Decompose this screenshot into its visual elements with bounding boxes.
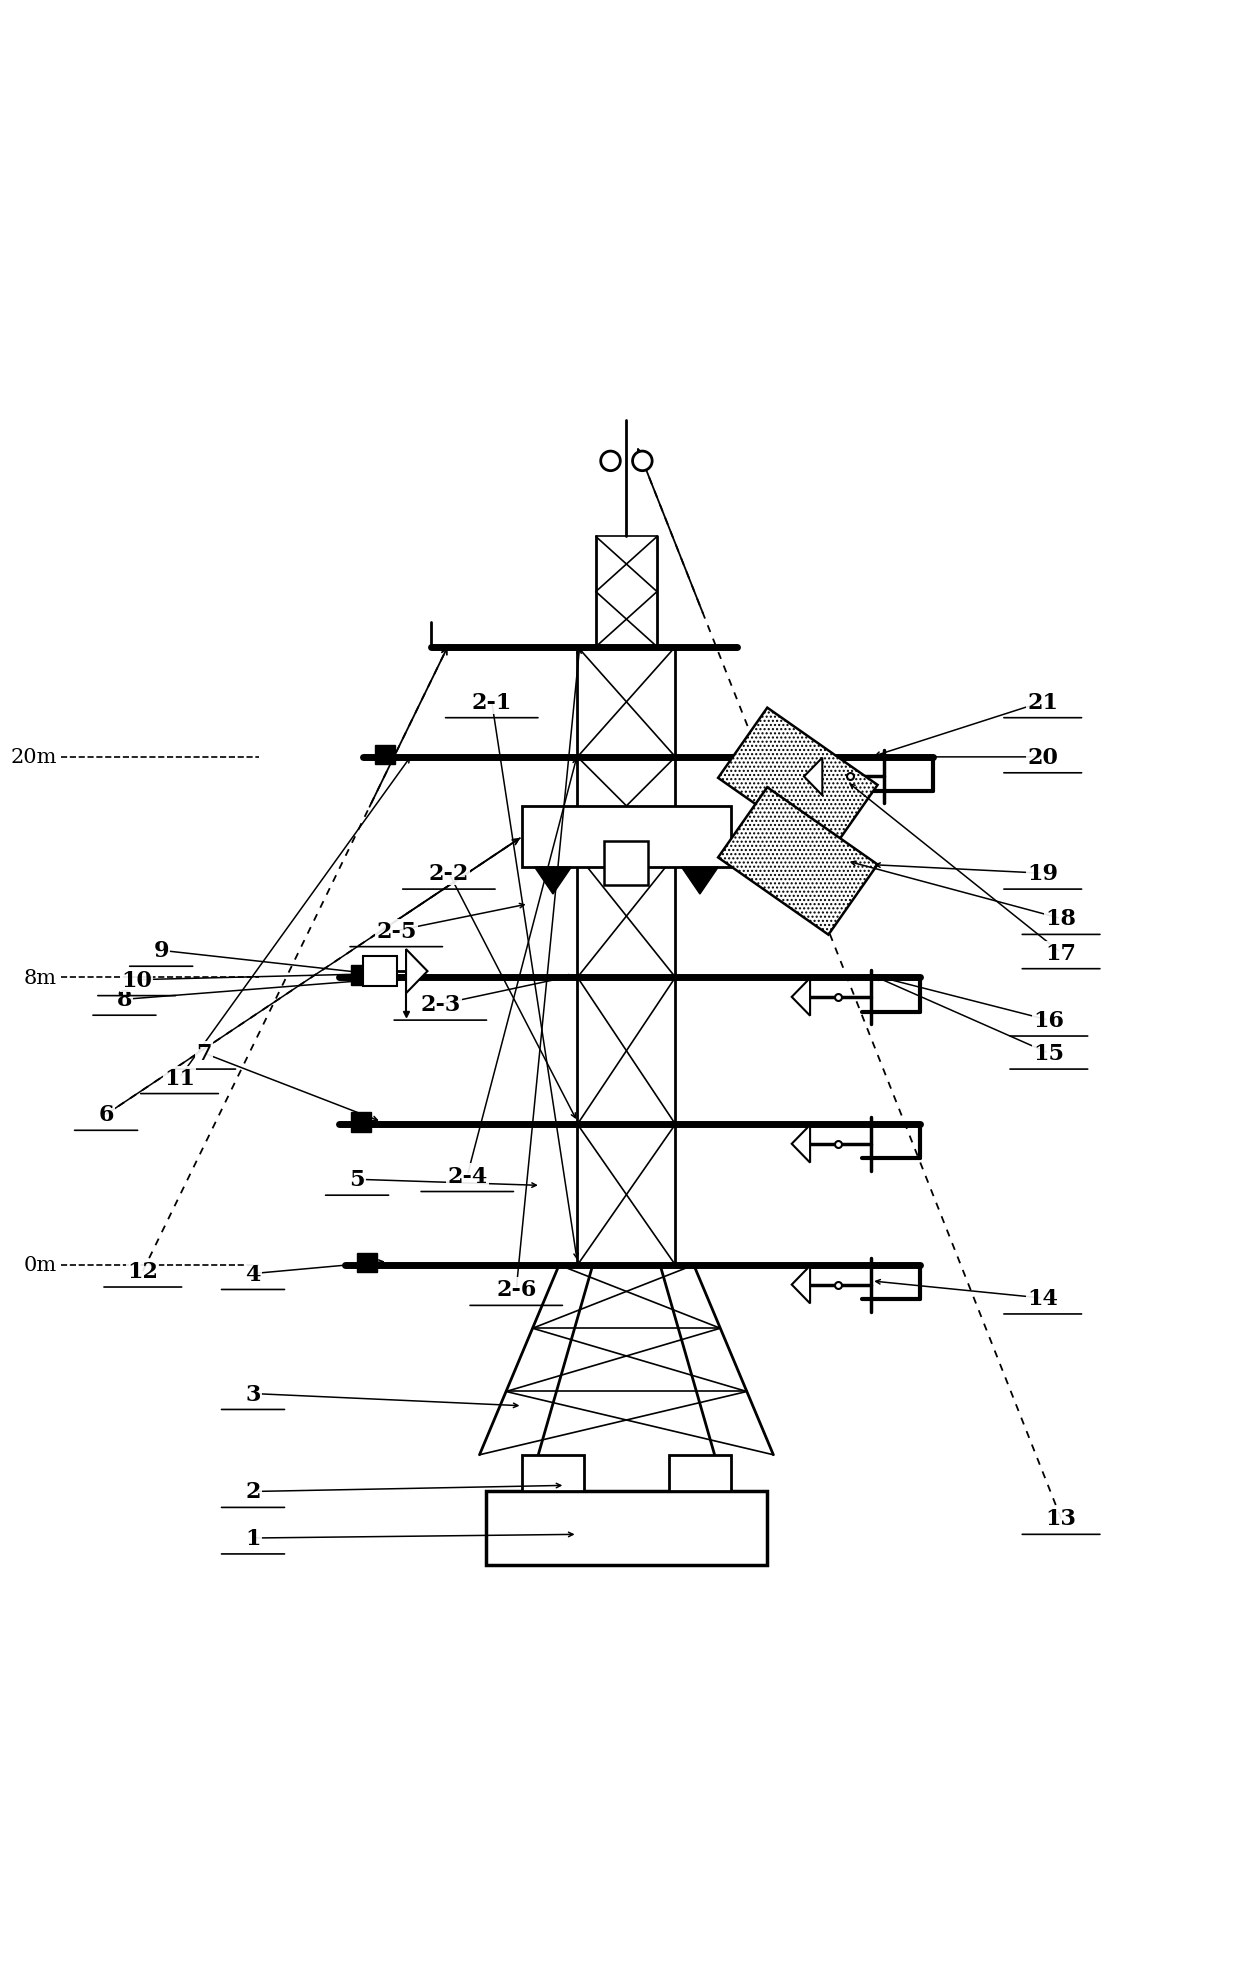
Polygon shape [804,758,822,796]
Text: 1: 1 [246,1527,260,1548]
Polygon shape [718,709,878,855]
Text: 5: 5 [350,1168,365,1190]
Text: 20m: 20m [11,748,57,766]
Bar [522,1455,584,1491]
Text: 16: 16 [1033,1010,1064,1032]
Text: 18: 18 [1045,909,1076,931]
Text: 10: 10 [122,970,153,992]
Text: 20: 20 [1027,746,1058,768]
Polygon shape [534,867,572,895]
Text: 8m: 8m [24,968,57,988]
Text: 3: 3 [246,1382,260,1406]
Text: 17: 17 [1045,942,1076,964]
Text: 21: 21 [1027,691,1058,713]
Text: 2-6: 2-6 [496,1279,537,1301]
Bar [670,1455,730,1491]
Bar [522,806,730,867]
Polygon shape [718,788,878,935]
Bar [351,966,371,986]
Polygon shape [791,1265,810,1303]
Text: 12: 12 [128,1261,159,1283]
Bar [486,1491,768,1564]
Text: 8: 8 [117,988,133,1010]
Text: 11: 11 [164,1067,195,1089]
Polygon shape [791,978,810,1016]
Text: 19: 19 [1027,863,1058,885]
Polygon shape [682,867,718,895]
Text: 15: 15 [1033,1043,1064,1065]
Text: 2-1: 2-1 [471,691,512,713]
Bar [363,956,398,986]
Polygon shape [405,950,428,994]
Text: 14: 14 [1027,1287,1058,1309]
Text: 2-2: 2-2 [429,863,469,885]
Text: 2-4: 2-4 [448,1164,487,1186]
Text: 2-5: 2-5 [376,921,417,942]
Bar [357,1253,377,1273]
Bar [351,1113,371,1133]
Text: 4: 4 [246,1263,260,1285]
Text: 6: 6 [98,1103,114,1127]
Text: 0m: 0m [24,1255,57,1275]
Text: 2-3: 2-3 [420,994,460,1016]
Circle shape [600,451,620,471]
Polygon shape [791,1125,810,1162]
Text: 9: 9 [154,940,169,962]
Text: 2: 2 [246,1481,260,1503]
Bar [376,744,396,764]
Text: 7: 7 [196,1043,212,1065]
Bar [604,842,649,885]
Text: 13: 13 [1045,1507,1076,1531]
Circle shape [632,451,652,471]
